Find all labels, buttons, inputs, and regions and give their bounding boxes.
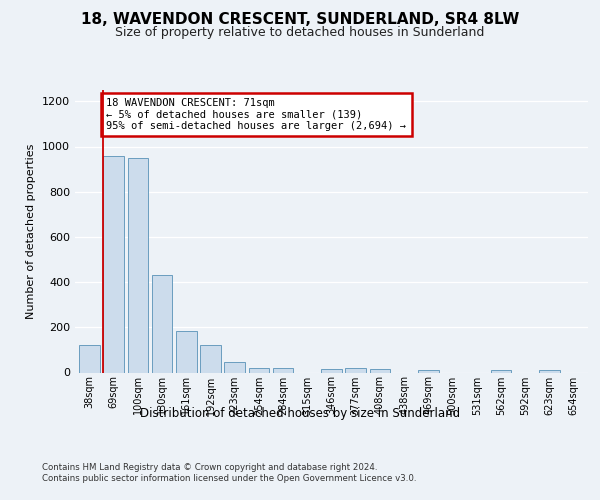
Bar — [370, 369, 390, 372]
Bar — [103, 156, 124, 372]
Bar — [200, 346, 221, 372]
Bar — [224, 362, 245, 372]
Bar — [418, 370, 439, 372]
Text: Size of property relative to detached houses in Sunderland: Size of property relative to detached ho… — [115, 26, 485, 39]
Bar — [248, 368, 269, 372]
Text: 18 WAVENDON CRESCENT: 71sqm
← 5% of detached houses are smaller (139)
95% of sem: 18 WAVENDON CRESCENT: 71sqm ← 5% of deta… — [106, 98, 406, 131]
Bar — [128, 158, 148, 372]
Bar — [79, 346, 100, 372]
Bar — [346, 368, 366, 372]
Bar — [491, 370, 511, 372]
Text: Distribution of detached houses by size in Sunderland: Distribution of detached houses by size … — [140, 408, 460, 420]
Bar — [273, 368, 293, 372]
Bar — [539, 370, 560, 372]
Y-axis label: Number of detached properties: Number of detached properties — [26, 144, 37, 319]
Bar — [152, 276, 172, 372]
Bar — [176, 330, 197, 372]
Text: Contains public sector information licensed under the Open Government Licence v3: Contains public sector information licen… — [42, 474, 416, 483]
Text: Contains HM Land Registry data © Crown copyright and database right 2024.: Contains HM Land Registry data © Crown c… — [42, 462, 377, 471]
Text: 18, WAVENDON CRESCENT, SUNDERLAND, SR4 8LW: 18, WAVENDON CRESCENT, SUNDERLAND, SR4 8… — [81, 12, 519, 28]
Bar — [321, 369, 342, 372]
